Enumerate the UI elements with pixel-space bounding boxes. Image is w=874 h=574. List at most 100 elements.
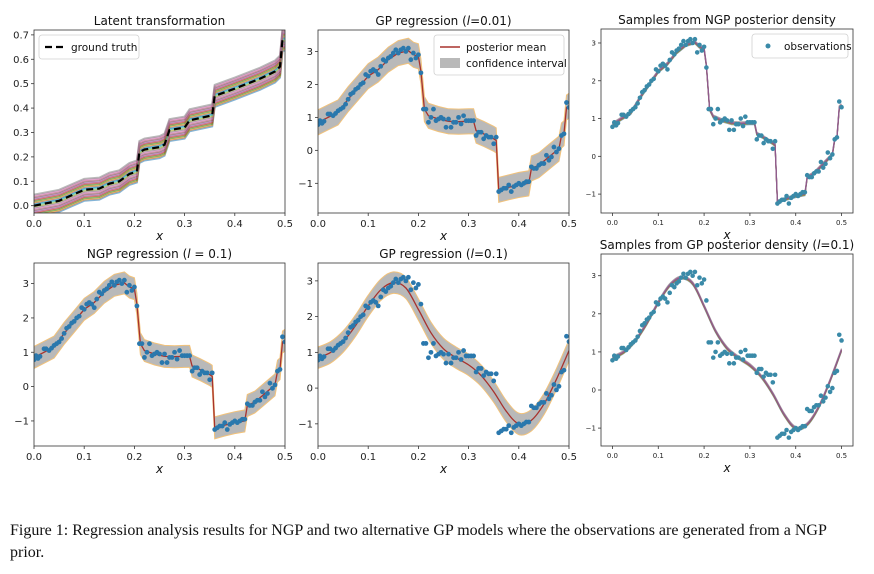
observation-point (375, 303, 381, 309)
subplot-4: 0.0 0.1 0.2 0.3 0.4 0.5 −1 0 1 2 3 x NGP regression … (14, 247, 293, 476)
observation-point (481, 136, 487, 142)
y-tick-label: 1 (592, 348, 596, 356)
posterior-sample-line (34, 39, 285, 208)
y-tick-label: 2 (307, 312, 313, 323)
observation-point (416, 282, 421, 287)
observation-point (403, 278, 409, 284)
observation-point (209, 370, 215, 376)
observation-point (277, 367, 283, 372)
observation-point (408, 287, 414, 293)
subplot-2: 0.0 0.1 0.2 0.3 0.4 0.5 −1 0 1 2 3 x GP regression (… (298, 14, 577, 243)
observation-point (121, 277, 127, 283)
observation-point (272, 382, 278, 388)
observation-point (204, 370, 210, 376)
observation-point (443, 124, 449, 130)
title-text: =0.1) (474, 247, 508, 261)
observation-point (784, 427, 789, 433)
axes-frame (317, 262, 570, 447)
observation-point (207, 377, 213, 383)
observation-point (533, 166, 539, 171)
y-tick-label: 0 (23, 382, 29, 393)
observation-point (683, 42, 689, 48)
x-tick-label: 0.0 (607, 452, 618, 460)
observation-point (448, 124, 454, 130)
y-tick-label: 1 (307, 113, 313, 124)
subplot-title: GP regression (l=0.01) (375, 14, 511, 28)
observation-point (820, 165, 826, 170)
x-tick-label: 0.4 (790, 452, 802, 460)
x-tick-label: 0.2 (699, 219, 710, 227)
figure: 0.0 0.1 0.2 0.3 0.4 0.5 0.0 0.1 0.2 0.3 0.4 0.5 0.6 0… (13, 13, 854, 476)
observation-point (556, 146, 562, 152)
observation-point (488, 371, 494, 377)
observation-point (704, 65, 709, 70)
observation-point (443, 360, 449, 366)
x-tick-label: 0.5 (836, 219, 847, 227)
observation-point (134, 303, 140, 309)
observation-point (375, 72, 381, 77)
observation-point (704, 298, 709, 303)
caption-label: Figure 1: (10, 522, 69, 539)
y-tick-label: −1 (586, 425, 596, 433)
observation-point (413, 285, 419, 291)
observation-point (533, 405, 539, 411)
observation-point (426, 355, 431, 361)
observation-point (802, 423, 808, 429)
observation-point (662, 63, 668, 68)
x-tick-label: 0.3 (177, 219, 193, 230)
observation-point (119, 281, 125, 287)
observation-point (633, 338, 638, 343)
legend-label: ground truth (71, 42, 137, 54)
observation-point (827, 389, 833, 395)
y-tick-label: 0.0 (13, 201, 29, 212)
y-tick-label: 0.4 (13, 104, 29, 115)
x-tick-label: 0.2 (126, 452, 142, 463)
subplot-5: 0.0 0.1 0.2 0.3 0.4 0.5 −1 0 1 2 3 x GP regression (… (298, 247, 577, 476)
observation-point (752, 353, 757, 359)
observation-point (355, 85, 361, 91)
observation-point (378, 294, 384, 300)
observation-point (662, 296, 668, 301)
observation-point (446, 116, 451, 122)
x-tick-label: 0.1 (360, 219, 376, 230)
observation-point (729, 118, 734, 123)
observation-point (754, 137, 760, 142)
x-tick-label: 0.5 (277, 452, 293, 463)
observation-point (383, 289, 389, 294)
observation-point (736, 121, 741, 127)
observation-point (104, 286, 110, 292)
observation-point (681, 38, 686, 44)
observation-point (655, 69, 661, 74)
x-tick-label: 0.1 (76, 452, 92, 463)
observation-point (823, 395, 828, 400)
observation-point (321, 354, 327, 360)
x-tick-label: 0.2 (410, 452, 426, 463)
observation-point (129, 288, 135, 293)
observation-point (340, 105, 346, 110)
observation-point (390, 50, 396, 56)
x-tick-label: 0.2 (126, 219, 142, 230)
observation-point (91, 305, 97, 311)
observation-point (692, 36, 698, 42)
observation-point (174, 356, 180, 362)
x-axis-label: x (439, 462, 448, 476)
title-variable: l (471, 247, 475, 261)
observation-point (461, 113, 466, 119)
title-variable: l (467, 14, 471, 28)
ground-truth-line (34, 38, 285, 207)
confidence-swatch (440, 58, 460, 68)
observation-point (738, 349, 744, 355)
legend-label: posterior mean (466, 42, 546, 54)
observation-point (471, 353, 477, 359)
subplot-1: 0.0 0.1 0.2 0.3 0.4 0.5 0.0 0.1 0.2 0.3 0.4 0.5 0.6 0… (13, 14, 293, 243)
observation-point (699, 281, 705, 286)
observation-point (456, 349, 461, 355)
observation-point (109, 279, 115, 285)
x-axis-label: x (439, 229, 448, 243)
observation-point (410, 50, 416, 56)
observation-point (262, 394, 268, 400)
subplot-title: Latent transformation (94, 14, 225, 28)
observation-point (667, 57, 673, 63)
observation-point (678, 275, 684, 280)
observation-point (554, 387, 559, 393)
